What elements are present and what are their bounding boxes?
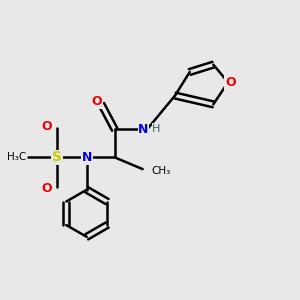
- Text: O: O: [42, 182, 52, 195]
- Text: O: O: [225, 76, 236, 89]
- Text: CH₃: CH₃: [151, 166, 170, 176]
- Text: O: O: [42, 120, 52, 133]
- Text: S: S: [52, 150, 62, 164]
- Text: N: N: [82, 151, 92, 164]
- Text: H: H: [152, 124, 161, 134]
- Text: O: O: [92, 95, 102, 108]
- Text: N: N: [138, 123, 149, 136]
- Text: H₃C: H₃C: [7, 152, 26, 162]
